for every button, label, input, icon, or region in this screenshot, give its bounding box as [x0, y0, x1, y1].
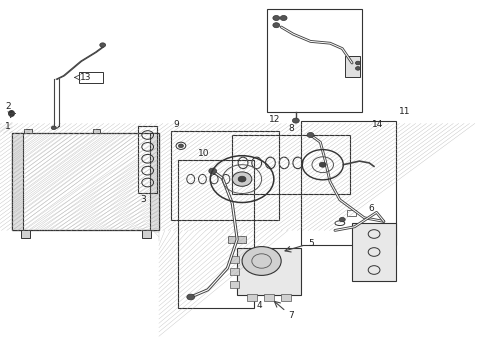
- Text: 10: 10: [198, 149, 209, 158]
- Circle shape: [51, 126, 56, 130]
- Text: 8: 8: [287, 124, 293, 133]
- Bar: [12, 133, 23, 230]
- Circle shape: [272, 15, 279, 21]
- Bar: [228, 236, 245, 243]
- Circle shape: [186, 294, 194, 300]
- Circle shape: [292, 118, 299, 123]
- Bar: [266, 9, 361, 112]
- Text: 5: 5: [307, 239, 313, 248]
- Text: 6: 6: [368, 204, 374, 213]
- Bar: [93, 129, 100, 133]
- Bar: [138, 126, 157, 193]
- Text: 2: 2: [5, 102, 11, 111]
- Bar: [281, 294, 290, 301]
- Circle shape: [178, 144, 183, 148]
- Text: 4: 4: [256, 302, 262, 310]
- Circle shape: [339, 217, 345, 222]
- Bar: [229, 281, 238, 288]
- Circle shape: [319, 162, 325, 167]
- Bar: [178, 160, 254, 308]
- Circle shape: [280, 15, 286, 21]
- Circle shape: [355, 67, 360, 70]
- Bar: [246, 294, 256, 301]
- Bar: [21, 230, 30, 238]
- Bar: [346, 210, 355, 216]
- Bar: [12, 133, 159, 230]
- Text: 13: 13: [80, 73, 91, 82]
- Bar: [79, 72, 102, 83]
- Bar: [300, 121, 395, 245]
- Text: 12: 12: [268, 115, 280, 124]
- Bar: [351, 223, 395, 281]
- Bar: [344, 56, 360, 77]
- Text: 7: 7: [288, 310, 294, 320]
- Text: 3: 3: [140, 194, 146, 204]
- Bar: [229, 268, 238, 275]
- Bar: [171, 131, 278, 220]
- Circle shape: [100, 43, 105, 47]
- Text: 9: 9: [173, 120, 179, 130]
- Circle shape: [238, 176, 245, 182]
- Text: 14: 14: [371, 120, 382, 129]
- Bar: [264, 294, 273, 301]
- Circle shape: [242, 247, 281, 275]
- Circle shape: [272, 23, 279, 28]
- Circle shape: [232, 172, 251, 186]
- Bar: [229, 256, 238, 263]
- Circle shape: [306, 132, 313, 138]
- Circle shape: [208, 168, 216, 174]
- Circle shape: [355, 61, 360, 65]
- Bar: [142, 230, 150, 238]
- Bar: [24, 129, 32, 133]
- Text: 1: 1: [5, 122, 11, 131]
- Text: 11: 11: [398, 107, 409, 116]
- Bar: [150, 133, 159, 230]
- Bar: [237, 248, 300, 295]
- Bar: [232, 135, 349, 194]
